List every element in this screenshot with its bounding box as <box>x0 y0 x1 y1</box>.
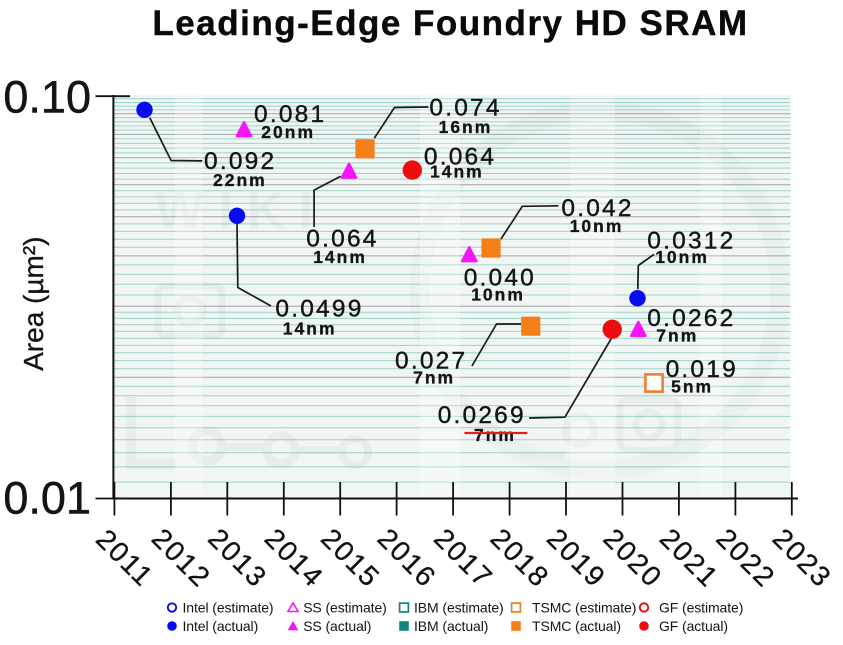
svg-text:0.027: 0.027 <box>395 348 467 375</box>
svg-text:0.019: 0.019 <box>666 356 738 383</box>
svg-text:7nm: 7nm <box>474 425 516 445</box>
svg-text:0.10: 0.10 <box>3 72 91 123</box>
svg-text:22nm: 22nm <box>213 170 267 190</box>
svg-text:0.064: 0.064 <box>424 144 496 171</box>
svg-text:0.074: 0.074 <box>429 95 501 122</box>
svg-text:10nm: 10nm <box>570 216 624 236</box>
svg-text:IBM (estimate): IBM (estimate) <box>414 600 504 616</box>
svg-text:GF (actual): GF (actual) <box>659 618 728 634</box>
svg-text:0.0499: 0.0499 <box>275 296 363 323</box>
svg-text:14nm: 14nm <box>430 162 484 182</box>
svg-text:Area (µm²): Area (µm²) <box>18 237 49 371</box>
svg-text:7nm: 7nm <box>413 368 455 388</box>
svg-text:SS (estimate): SS (estimate) <box>303 600 387 616</box>
svg-text:Intel (estimate): Intel (estimate) <box>183 600 274 616</box>
svg-text:0.064: 0.064 <box>306 226 378 253</box>
svg-text:10nm: 10nm <box>655 247 709 267</box>
svg-text:0.092: 0.092 <box>204 148 276 175</box>
svg-text:5nm: 5nm <box>671 377 713 397</box>
svg-text:14nm: 14nm <box>283 319 337 339</box>
svg-text:SS (actual): SS (actual) <box>303 618 371 634</box>
svg-text:0.0312: 0.0312 <box>647 227 735 254</box>
svg-text:IBM (actual): IBM (actual) <box>414 618 488 634</box>
svg-text:TSMC (estimate): TSMC (estimate) <box>532 600 636 616</box>
svg-text:TSMC (actual): TSMC (actual) <box>532 618 621 634</box>
svg-text:0.042: 0.042 <box>561 195 633 222</box>
svg-text:10nm: 10nm <box>471 285 525 305</box>
svg-text:Leading-Edge Foundry HD SRAM: Leading-Edge Foundry HD SRAM <box>152 4 748 43</box>
svg-text:16nm: 16nm <box>439 117 493 137</box>
svg-text:7nm: 7nm <box>656 326 698 346</box>
svg-text:0.081: 0.081 <box>254 101 326 128</box>
svg-text:20nm: 20nm <box>261 122 315 142</box>
svg-text:14nm: 14nm <box>313 247 367 267</box>
svg-text:GF (estimate): GF (estimate) <box>659 600 743 616</box>
svg-text:Intel (actual): Intel (actual) <box>183 618 259 634</box>
svg-text:0.01: 0.01 <box>3 473 91 524</box>
svg-text:0.0262: 0.0262 <box>647 305 735 332</box>
svg-text:0.040: 0.040 <box>464 265 536 292</box>
svg-text:0.0269: 0.0269 <box>438 402 526 429</box>
